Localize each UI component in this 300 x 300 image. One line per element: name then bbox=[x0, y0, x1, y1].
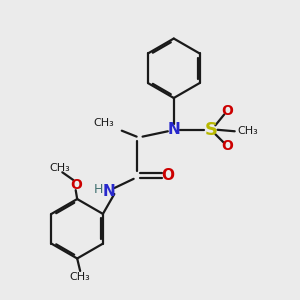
Text: O: O bbox=[70, 178, 82, 192]
Text: CH₃: CH₃ bbox=[238, 126, 259, 136]
Text: S: S bbox=[204, 121, 218, 139]
Text: N: N bbox=[103, 184, 116, 199]
Text: CH₃: CH₃ bbox=[94, 118, 114, 128]
Text: CH₃: CH₃ bbox=[49, 163, 70, 173]
Text: O: O bbox=[161, 168, 174, 183]
Text: O: O bbox=[221, 139, 233, 153]
Text: H: H bbox=[94, 183, 103, 196]
Text: N: N bbox=[167, 122, 180, 137]
Text: CH₃: CH₃ bbox=[70, 272, 91, 282]
Text: O: O bbox=[221, 104, 233, 118]
